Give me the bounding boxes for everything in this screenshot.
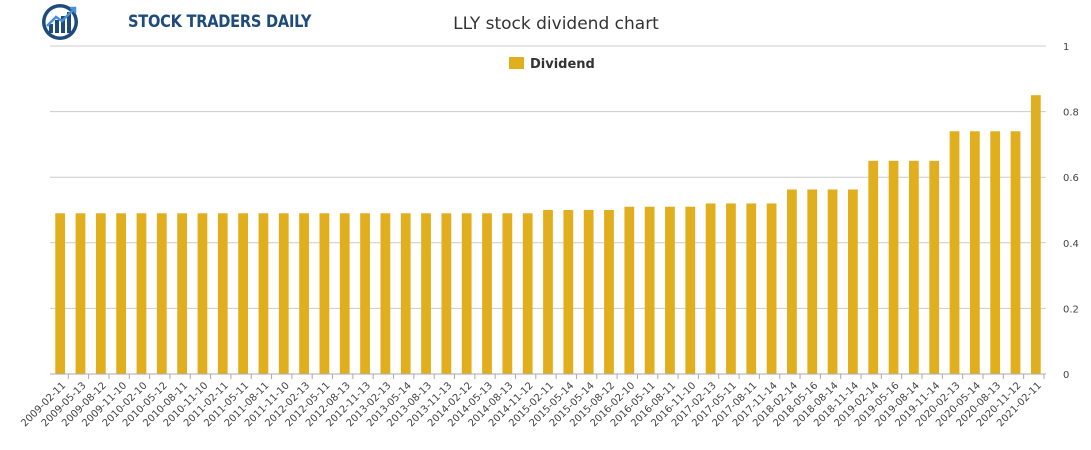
bar-dividend	[441, 213, 452, 374]
bar-dividend	[787, 189, 797, 374]
bar-dividend	[461, 213, 472, 374]
bar-dividend	[990, 131, 1001, 374]
bar-dividend	[685, 206, 696, 374]
bar-dividend	[258, 213, 269, 374]
bar-dividend	[75, 213, 86, 374]
bar-dividend	[400, 213, 411, 374]
brand-name: STOCK TRADERS DAILY	[128, 12, 312, 32]
bar-dividend	[482, 213, 492, 374]
bar-dividend	[360, 213, 370, 374]
bar-dividend	[705, 203, 716, 374]
bar-dividend	[319, 213, 330, 374]
bar-dividend	[1010, 131, 1021, 374]
bar-dividend	[116, 213, 127, 374]
bar-dividend	[908, 160, 919, 374]
legend-label-dividend: Dividend	[530, 57, 595, 72]
bar-dividend	[766, 203, 777, 374]
bar-dividend	[177, 213, 188, 374]
bar-dividend	[421, 213, 431, 374]
brand-logo[interactable]: STOCK TRADERS DAILY	[40, 2, 312, 42]
bar-dividend	[604, 210, 614, 374]
y-tick-label: 0.4	[1063, 239, 1079, 250]
bar-dividend	[380, 213, 391, 374]
bar-dividend	[807, 189, 818, 374]
bar-dividend	[238, 213, 248, 374]
bar-dividend	[888, 160, 899, 374]
bar-dividend	[624, 206, 635, 374]
bar-dividend	[563, 210, 574, 374]
y-tick-label: 1	[1063, 42, 1069, 53]
legend: Dividend	[509, 57, 595, 72]
bar-dividend	[969, 131, 980, 374]
bar-dividend	[95, 213, 106, 374]
y-tick-label: 0.8	[1063, 108, 1079, 119]
bar-dividend	[929, 160, 940, 374]
bar-dividend	[665, 206, 675, 374]
bar-dividend	[949, 131, 960, 374]
bars	[55, 95, 1041, 374]
bar-dividend	[543, 210, 553, 374]
chart-title: LLY stock dividend chart	[453, 14, 659, 34]
bar-dividend	[1030, 95, 1041, 374]
bar-dividend	[136, 213, 147, 374]
bar-dividend	[502, 213, 513, 374]
bar-dividend	[848, 189, 858, 374]
bar-dividend	[583, 210, 594, 374]
bar-dividend	[339, 213, 350, 374]
y-tick-label: 0.6	[1063, 173, 1079, 184]
y-tick-label: 0	[1063, 370, 1069, 381]
bar-dividend	[746, 203, 757, 374]
bar-dividend	[55, 213, 66, 374]
y-axis: 0 0.2 0.4 0.6 0.8 1	[1063, 42, 1079, 381]
y-tick-label: 0.2	[1063, 304, 1079, 315]
bar-dividend	[644, 206, 655, 374]
bar-dividend	[868, 160, 879, 374]
bar-dividend	[827, 189, 838, 374]
bar-dividend	[156, 213, 167, 374]
brand-logo-icon	[42, 4, 78, 40]
x-axis: 2009-02-112009-05-132009-08-122009-11-10…	[19, 373, 1046, 429]
legend-swatch-dividend	[509, 57, 524, 69]
bar-dividend	[299, 213, 309, 374]
bar-dividend	[217, 213, 228, 374]
bar-dividend	[278, 213, 289, 374]
bar-dividend	[726, 203, 736, 374]
bar-dividend	[522, 213, 533, 374]
bar-dividend	[197, 213, 208, 374]
